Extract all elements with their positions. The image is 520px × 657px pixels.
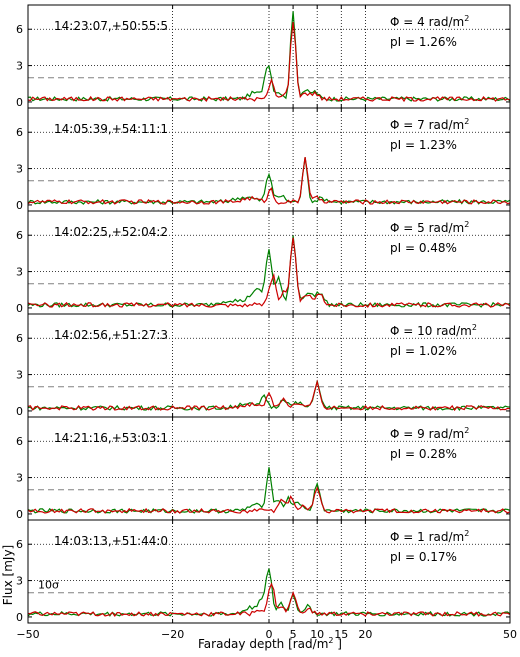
series-red-line [27,582,511,618]
phi-label: Φ = 5 rad/m2 [390,220,469,235]
polarized-intensity-label: pI = 1.02% [390,344,457,358]
x-tick-label: 50 [503,628,517,641]
series-red-line [27,379,511,412]
panel-4: 0 3 6 14:02:56,+51:27:3 Φ = 10 rad/m2 pI = 1.… [16,313,511,418]
panel-coordinate-label: 14:21:16,+53:03:1 [54,431,168,445]
x-tick-label: −20 [161,628,184,641]
panel-1: 0 3 6 14:23:07,+50:55:5 Φ = 4 rad/m2 pI = 1.2… [16,4,511,109]
x-tick-label: 0 [266,628,273,641]
panel-3: 0 3 6 14:02:25,+52:04:2 Φ = 5 rad/m2 pI = 0.4… [16,210,511,315]
y-tick-label: 6 [16,126,23,139]
panel-coordinate-label: 14:02:25,+52:04:2 [54,225,168,239]
phi-label: Φ = 9 rad/m2 [390,426,469,441]
polarized-intensity-label: pI = 0.17% [390,550,457,564]
y-tick-label: 3 [16,60,23,73]
phi-label: Φ = 4 rad/m2 [390,14,469,29]
y-tick-label: 6 [16,332,23,345]
x-axis: −50 −20 0 5 10 15 20 50 [16,628,517,641]
y-tick-label: 3 [16,266,23,279]
x-tick-label: 15 [334,628,348,641]
y-tick-label: 0 [16,199,23,212]
panel-coordinate-label: 14:23:07,+50:55:5 [54,19,168,33]
x-axis-label: Faraday depth [rad/m2 ] [198,636,342,651]
series-red-line [27,237,511,308]
sigma-threshold-label: 10σ [38,579,59,592]
y-tick-label: 0 [16,508,23,521]
series-green-line [27,380,511,412]
series-green-line [27,235,511,309]
polarized-intensity-label: pI = 1.26% [390,35,457,49]
phi-label: Φ = 1 rad/m2 [390,529,469,544]
polarized-intensity-label: pI = 0.48% [390,241,457,255]
y-axis-label: Flux [mJy] [1,545,15,605]
series-red-line [27,21,511,103]
y-tick-label: 6 [16,229,23,242]
y-tick-label: 0 [16,405,23,418]
y-tick-label: 3 [16,472,23,485]
panel-2: 0 3 6 14:05:39,+54:11:1 Φ = 7 rad/m2 pI = 1.2… [16,107,511,212]
y-tick-label: 0 [16,611,23,624]
panel-coordinate-label: 14:05:39,+54:11:1 [54,122,168,136]
y-tick-label: 6 [16,23,23,36]
x-tick-label: 20 [358,628,372,641]
series-red-line [27,157,511,205]
y-tick-label: 0 [16,96,23,109]
polarized-intensity-label: pI = 0.28% [390,447,457,461]
panel-5: 0 3 6 14:21:16,+53:03:1 Φ = 9 rad/m2 pI = 0.2… [16,416,511,521]
x-tick-label: −50 [16,628,39,641]
y-tick-label: 0 [16,302,23,315]
y-tick-label: 3 [16,575,23,588]
panel-coordinate-label: 14:03:13,+51:44:0 [54,534,168,548]
polarized-intensity-label: pI = 1.23% [390,138,457,152]
x-tick-label: 5 [290,628,297,641]
panel-coordinate-label: 14:02:56,+51:27:3 [54,328,168,342]
phi-label: Φ = 10 rad/m2 [390,323,477,338]
y-tick-label: 3 [16,163,23,176]
x-tick-label: 10 [310,628,324,641]
series-green-line [27,568,511,617]
y-tick-label: 6 [16,538,23,551]
series-red-line [27,486,511,514]
panel-6: 0 3 6 14:03:13,+51:44:0 Φ = 1 rad/m2 pI = 0.1… [16,519,511,624]
y-tick-label: 6 [16,435,23,448]
panels-group: 0 3 6 14:23:07,+50:55:5 Φ = 4 rad/m2 pI = 1.2… [16,4,511,624]
phi-label: Φ = 7 rad/m2 [390,117,469,132]
y-tick-label: 3 [16,369,23,382]
